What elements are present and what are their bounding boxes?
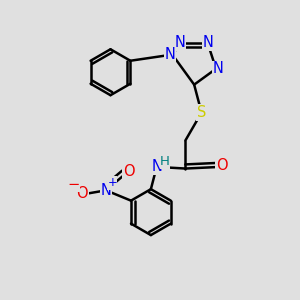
Text: +: +	[107, 176, 117, 190]
Text: N: N	[203, 35, 214, 50]
Text: N: N	[175, 35, 185, 50]
Text: O: O	[216, 158, 227, 172]
Text: N: N	[164, 47, 175, 62]
Text: −: −	[68, 177, 80, 192]
Text: S: S	[197, 105, 206, 120]
Text: O: O	[76, 186, 88, 201]
Text: N: N	[213, 61, 224, 76]
Text: N: N	[100, 183, 111, 198]
Text: O: O	[123, 164, 134, 179]
Text: N: N	[151, 159, 162, 174]
Text: H: H	[160, 155, 170, 168]
